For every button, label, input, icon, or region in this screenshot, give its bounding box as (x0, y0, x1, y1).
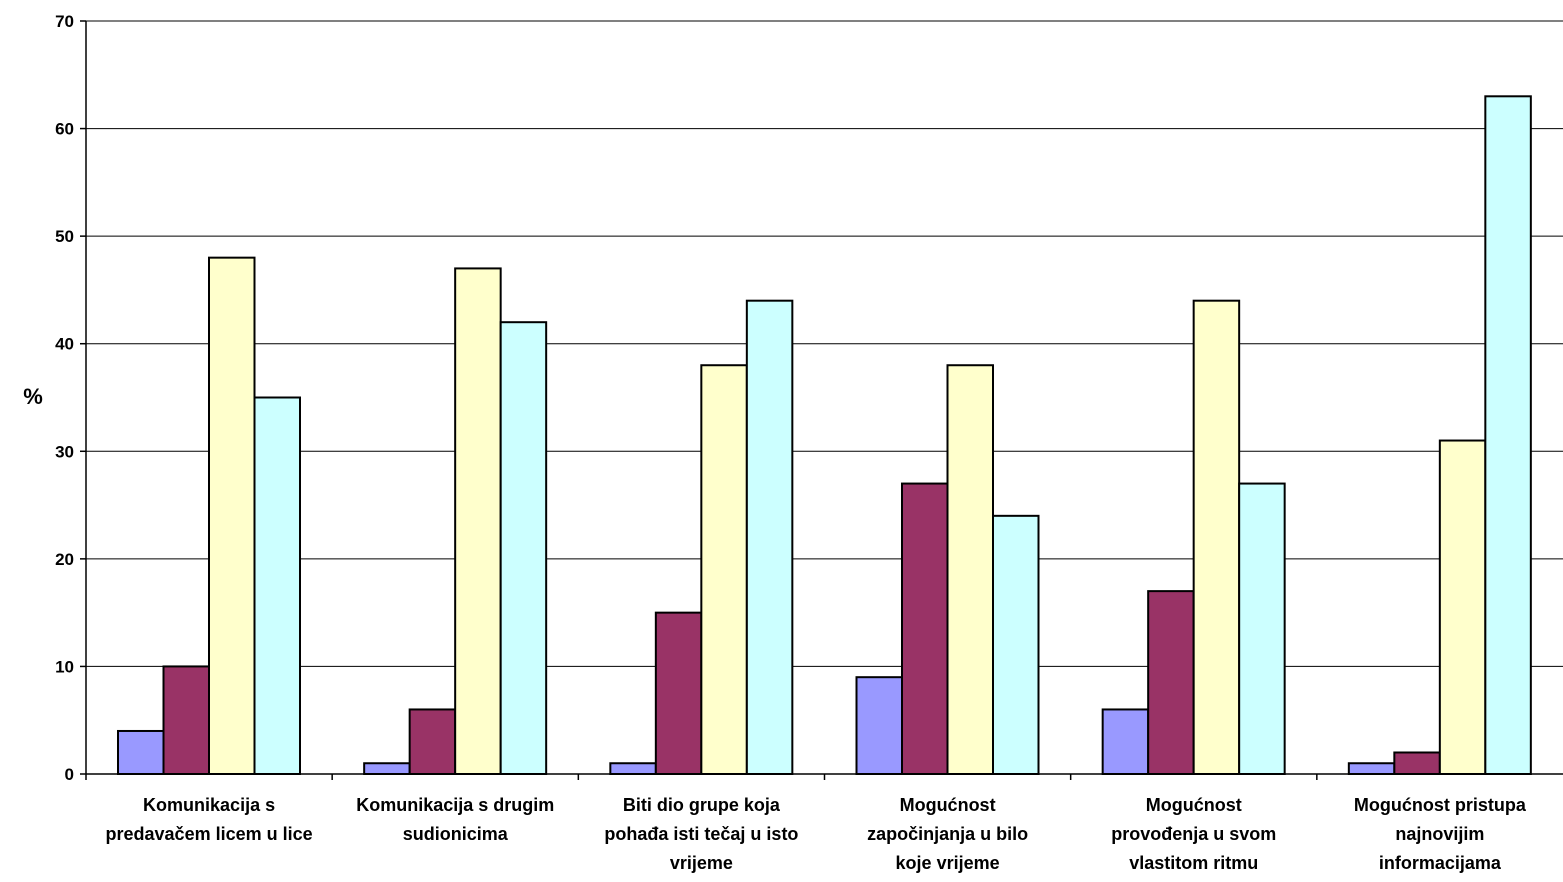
bar (1192, 299, 1241, 775)
bar (700, 364, 748, 775)
axes (80, 20, 1563, 780)
category-label: Mogućnost započinjanja u bilo koje vrijeme (867, 795, 1028, 873)
bar (992, 514, 1040, 775)
y-tick-label: 60 (55, 120, 74, 139)
bar (117, 729, 165, 776)
category-label: Mogućnost pristupa najnovijim informacijam… (1354, 795, 1527, 873)
bar (1484, 95, 1532, 776)
y-tick-labels: 0 10 20 30 40 50 60 70 (55, 12, 74, 784)
y-tick-label: 50 (55, 227, 74, 246)
bar (901, 482, 949, 775)
bar (745, 299, 794, 775)
category-label: Komunikacija s predavačem licem u lice (106, 795, 313, 844)
bar (946, 364, 994, 775)
category-label: Komunikacija s drugim sudionicima (356, 795, 554, 844)
y-tick-label: 0 (65, 765, 74, 784)
category-label: Biti dio grupe koja pohađa isti tečaj u i… (604, 795, 798, 873)
y-tick-label: 20 (55, 550, 74, 569)
bar (1393, 751, 1441, 776)
bar (1238, 482, 1286, 775)
y-tick-label: 30 (55, 442, 74, 461)
bar (499, 321, 548, 775)
bar (654, 611, 703, 776)
bar (855, 676, 903, 776)
y-tick-label: 40 (55, 335, 74, 354)
gridlines (86, 20, 1563, 667)
bar (408, 708, 457, 776)
category-label: Mogućnost provođenja u svom vlastitom ritm… (1111, 795, 1276, 873)
bar (253, 396, 301, 775)
bars (117, 95, 1532, 776)
y-axis-label: % (23, 384, 43, 409)
y-tick-label: 70 (55, 12, 74, 31)
category-labels: Komunikacija s predavačem licem u lice Kom… (106, 795, 1527, 873)
bar (609, 762, 657, 776)
bar (208, 256, 256, 775)
bar (1347, 762, 1396, 776)
y-tick-label: 10 (55, 657, 74, 676)
bar (363, 762, 411, 776)
bar (454, 267, 502, 775)
bar (1101, 708, 1150, 776)
bar (1147, 590, 1195, 776)
bar (162, 665, 210, 776)
bar (1438, 439, 1487, 775)
